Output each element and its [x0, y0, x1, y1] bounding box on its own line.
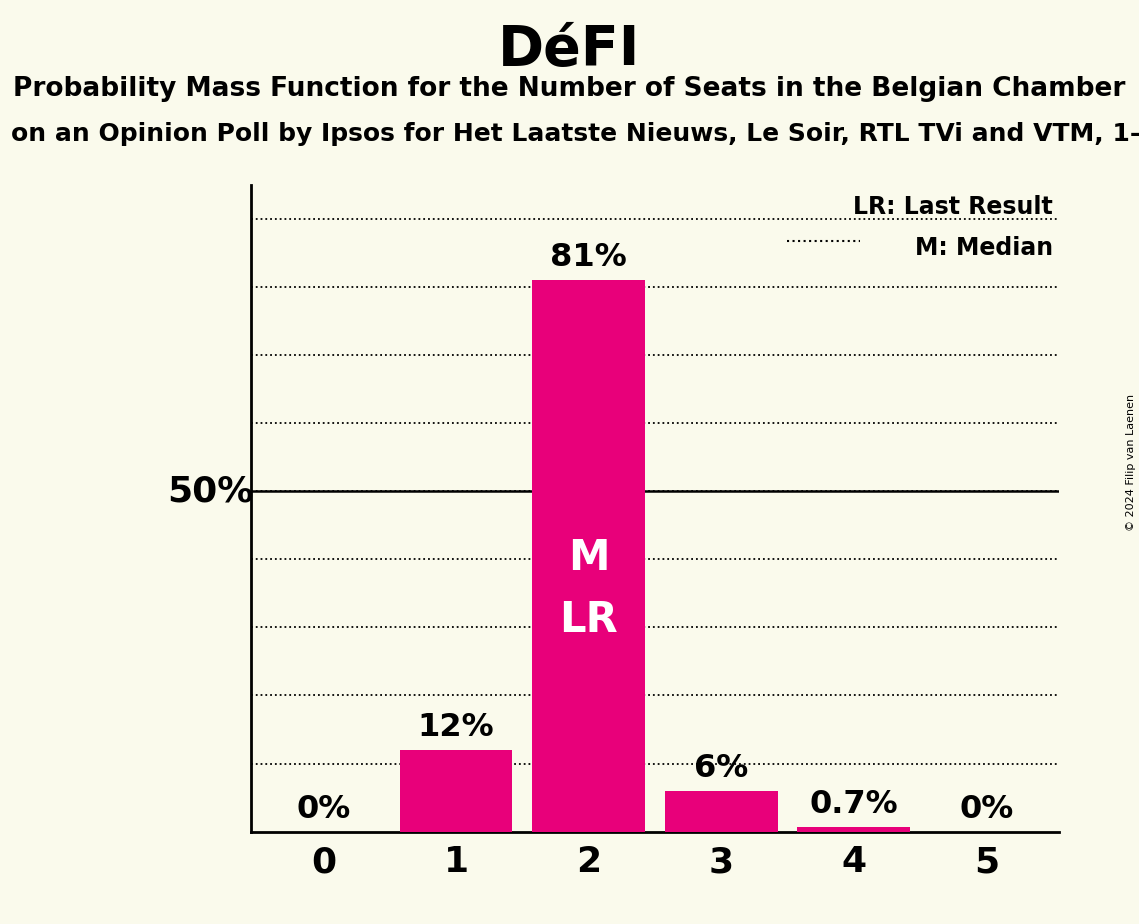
Bar: [797, 827, 910, 832]
Text: 0.7%: 0.7%: [810, 789, 898, 820]
Text: M: Median: M: Median: [915, 236, 1052, 260]
Text: LR: Last Result: LR: Last Result: [853, 195, 1052, 219]
Text: 6%: 6%: [694, 753, 748, 784]
Text: 81%: 81%: [550, 242, 626, 274]
Text: 0%: 0%: [296, 794, 351, 825]
Text: on an Opinion Poll by Ipsos for Het Laatste Nieuws, Le Soir, RTL TVi and VTM, 1–: on an Opinion Poll by Ipsos for Het Laat…: [11, 122, 1139, 146]
Text: 0%: 0%: [959, 794, 1014, 825]
Text: © 2024 Filip van Laenen: © 2024 Filip van Laenen: [1126, 394, 1136, 530]
Text: Probability Mass Function for the Number of Seats in the Belgian Chamber: Probability Mass Function for the Number…: [14, 76, 1125, 102]
Bar: [532, 280, 645, 832]
Bar: [400, 750, 513, 832]
Bar: [665, 791, 778, 832]
Text: DéFI: DéFI: [499, 23, 640, 77]
Text: 12%: 12%: [418, 712, 494, 743]
Text: M
LR: M LR: [559, 537, 618, 641]
Text: 50%: 50%: [167, 474, 254, 508]
